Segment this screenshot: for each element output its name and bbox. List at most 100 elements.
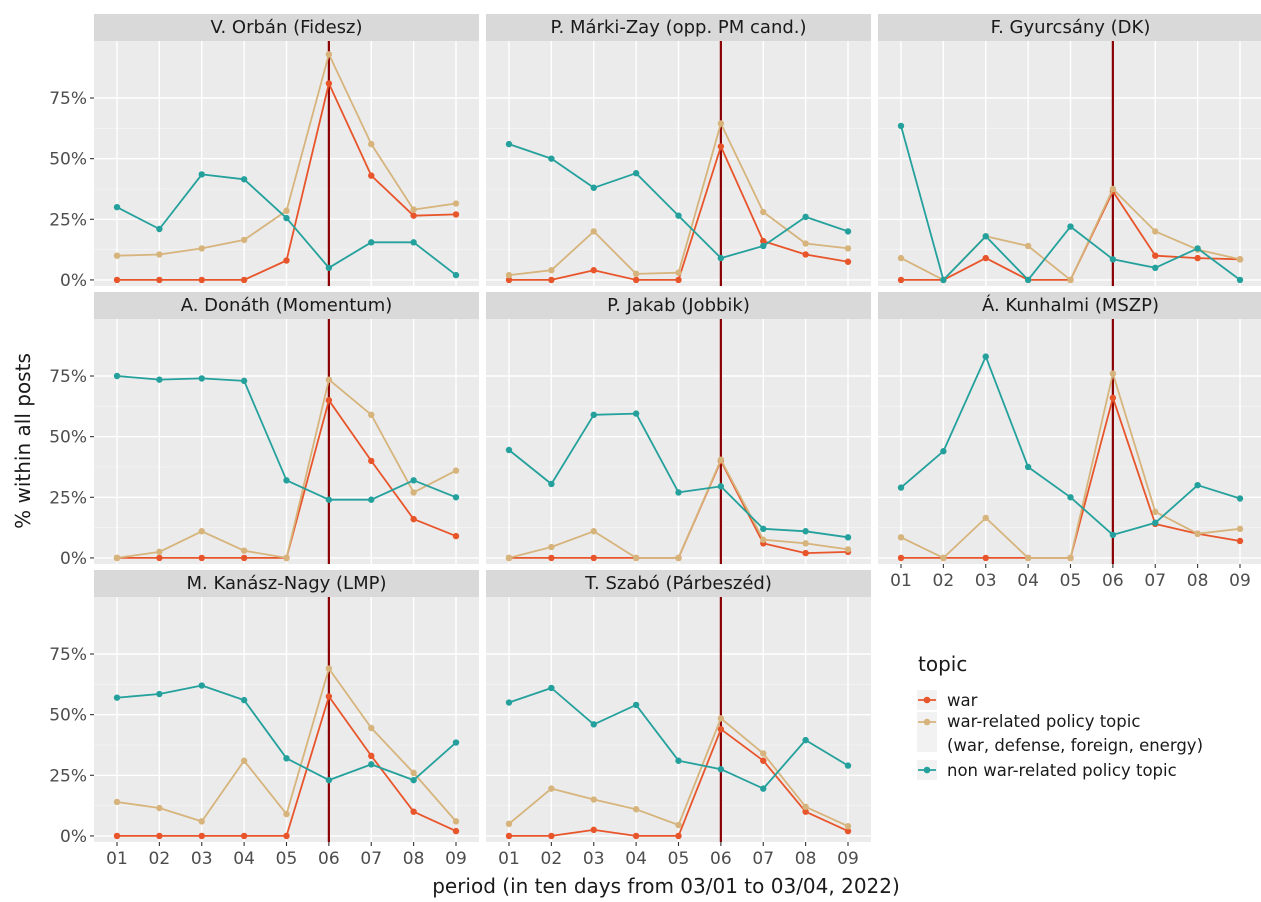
data-point <box>844 228 852 235</box>
x-tick-label: 01 <box>890 571 912 591</box>
data-point <box>760 785 767 792</box>
data-point <box>452 827 460 835</box>
series-non-war-related-policy-topic <box>113 372 460 503</box>
data-point <box>802 803 809 811</box>
data-point <box>844 258 852 265</box>
x-tick-label: 04 <box>1017 571 1039 591</box>
data-point <box>410 515 417 523</box>
y-tick-label: 0% <box>60 827 87 847</box>
data-point <box>675 554 682 562</box>
data-point <box>452 467 460 474</box>
data-point <box>632 701 640 709</box>
y-tick-label: 50% <box>49 706 87 726</box>
data-point <box>505 446 513 454</box>
series-war-related-policy-topic <box>505 715 852 830</box>
x-tick-label: 09 <box>1229 571 1251 591</box>
x-tick-label: 04 <box>233 849 255 869</box>
series-war-related-policy-topic <box>113 51 460 259</box>
series-war-related-policy-topic <box>113 665 460 825</box>
y-tick-label: 75% <box>49 645 87 665</box>
data-point <box>1236 495 1244 502</box>
data-point <box>590 796 597 803</box>
data-point <box>844 827 852 835</box>
data-point <box>632 270 640 278</box>
panel-title: P. Márki-Zay (opp. PM cand.) <box>550 17 806 38</box>
data-point <box>368 172 375 179</box>
data-point <box>1194 481 1201 489</box>
data-point <box>675 269 682 276</box>
data-point <box>590 528 597 535</box>
data-point <box>548 554 555 562</box>
data-point <box>113 554 121 562</box>
series-non-war-related-policy-topic <box>897 122 1244 284</box>
data-point <box>590 411 597 419</box>
data-point <box>240 696 248 704</box>
panel-p-jakab-jobbik: P. Jakab (Jobbik) <box>486 292 871 564</box>
data-point <box>548 543 555 551</box>
data-point <box>452 271 460 279</box>
panel-strip <box>486 14 871 41</box>
data-point <box>505 820 513 828</box>
panel-strip <box>878 292 1261 319</box>
data-point <box>802 251 809 258</box>
data-point <box>1194 254 1201 262</box>
data-point <box>1236 525 1244 533</box>
data-point <box>156 804 163 812</box>
data-point <box>802 240 809 247</box>
data-point <box>156 690 163 698</box>
data-point <box>632 806 640 813</box>
data-point <box>632 410 640 417</box>
data-point <box>675 832 682 840</box>
data-point <box>283 477 290 484</box>
data-point <box>1152 264 1159 272</box>
data-point <box>897 484 905 491</box>
data-point <box>283 832 290 840</box>
data-point <box>982 233 989 240</box>
x-tick-label: 05 <box>1060 571 1082 591</box>
data-point <box>1067 276 1074 284</box>
x-tick-label: 08 <box>1187 571 1209 591</box>
panel-strip <box>94 14 479 41</box>
data-point <box>283 214 290 222</box>
x-tick-label: 06 <box>1102 571 1124 591</box>
data-point <box>113 203 121 211</box>
series-non-war-related-policy-topic <box>113 682 460 784</box>
axis-titles: period (in ten days from 03/01 to 03/04,… <box>11 353 900 898</box>
panel-title: Á. Kunhalmi (MSZP) <box>982 294 1159 316</box>
x-tick-label: 03 <box>191 849 213 869</box>
data-point <box>548 480 555 488</box>
data-point <box>368 140 375 148</box>
data-point <box>325 397 333 404</box>
data-point <box>590 228 597 235</box>
legend-label-war-related-policy: war-related policy topic <box>947 712 1140 731</box>
data-point <box>198 682 205 689</box>
data-point <box>113 252 121 259</box>
data-point <box>1067 223 1074 230</box>
data-point <box>760 525 767 533</box>
data-point <box>198 245 205 252</box>
panel-kunhalmi-mszp: Á. Kunhalmi (MSZP) 01 02 03 04 05 06 07 08 09 <box>878 292 1261 591</box>
data-point <box>283 554 290 562</box>
x-axis-title: period (in ten days from 03/01 to 03/04,… <box>432 874 900 898</box>
series-war <box>505 726 852 840</box>
y-tick-label: 75% <box>49 89 87 109</box>
data-point <box>198 375 205 382</box>
data-point <box>505 699 513 706</box>
y-tick-label: 25% <box>49 766 87 786</box>
series-non-war-related-policy-topic <box>505 140 852 262</box>
data-point <box>675 212 682 219</box>
x-tick-label: 05 <box>276 849 298 869</box>
data-point <box>368 724 375 732</box>
panel-t-szab-p-rbesz-d: T. Szabó (Párbeszéd) 01 02 03 04 05 06 07 08 09 <box>486 570 871 869</box>
data-point <box>452 211 460 218</box>
data-point <box>1152 228 1159 235</box>
data-point <box>844 823 852 830</box>
data-point <box>505 276 513 284</box>
data-point <box>1152 519 1159 526</box>
data-point <box>1024 463 1032 471</box>
series-war <box>113 693 460 840</box>
data-point <box>632 832 640 840</box>
x-tick-label: 07 <box>360 849 382 869</box>
series-war-related-policy-topic <box>113 376 460 562</box>
